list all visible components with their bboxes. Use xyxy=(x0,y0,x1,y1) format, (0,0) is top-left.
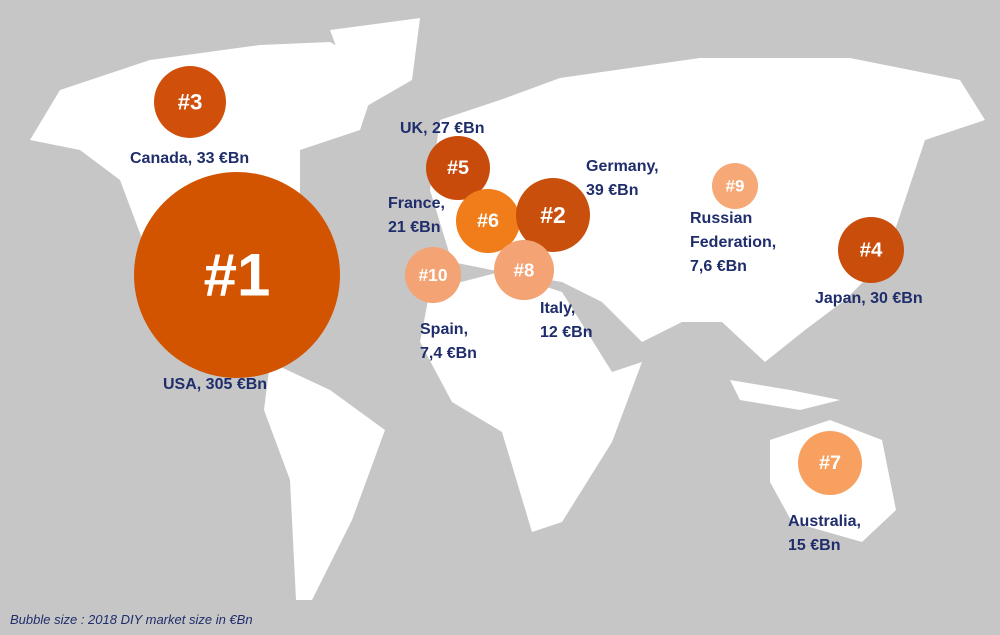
bubble xyxy=(516,178,590,252)
country-label: 7,6 €Bn xyxy=(690,258,747,275)
country-label: USA, 305 €Bn xyxy=(163,376,267,393)
bubble-rank: #4 xyxy=(860,239,883,262)
bubble xyxy=(838,217,904,283)
country-label: UK, 27 €Bn xyxy=(400,120,484,137)
bubble-rank: #5 xyxy=(447,157,469,179)
bubble xyxy=(798,431,862,495)
country-label: Canada, 33 €Bn xyxy=(130,150,249,167)
bubble xyxy=(405,247,461,303)
bubble xyxy=(134,172,340,378)
bubble-rank: #3 xyxy=(178,90,203,115)
bubble-rank: #2 xyxy=(540,202,566,228)
bubble-rank: #10 xyxy=(419,265,448,285)
bubble xyxy=(426,136,490,200)
bubble xyxy=(154,66,226,138)
country-label: 15 €Bn xyxy=(788,537,840,554)
country-label: 39 €Bn xyxy=(586,182,638,199)
bubble xyxy=(712,163,758,209)
country-label: Federation, xyxy=(690,234,776,251)
bubble-rank: #6 xyxy=(477,210,499,232)
bubbles: #3 Canada, 33 €Bn #1 USA, 305 €Bn #5 UK, 27 €… xyxy=(130,66,923,554)
country-label: 7,4 €Bn xyxy=(420,345,477,362)
bubble-rank: #7 xyxy=(819,452,841,474)
country-label: Japan, 30 €Bn xyxy=(815,290,923,307)
bubble-rank: #9 xyxy=(726,177,745,196)
country-label: Australia, xyxy=(788,513,861,530)
bubble xyxy=(456,189,520,253)
country-label: Germany, xyxy=(586,158,659,175)
bubble-rank: #8 xyxy=(514,260,535,281)
footnote: Bubble size : 2018 DIY market size in €B… xyxy=(10,612,253,627)
country-label: Russian xyxy=(690,210,752,227)
country-label: Italy, xyxy=(540,300,575,317)
country-label: Spain, xyxy=(420,321,468,338)
country-label: France, xyxy=(388,195,445,212)
country-label: 12 €Bn xyxy=(540,324,592,341)
bubble-rank: #1 xyxy=(204,242,271,309)
bubble xyxy=(494,240,554,300)
country-label: 21 €Bn xyxy=(388,219,440,236)
